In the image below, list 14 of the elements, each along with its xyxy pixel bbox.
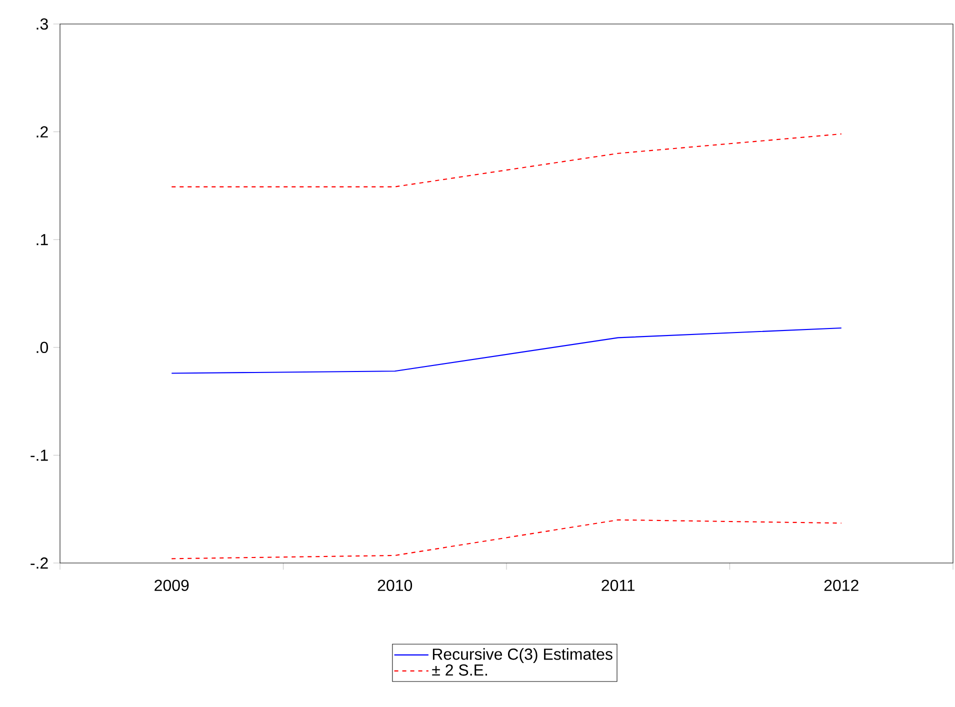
legend-label: ± 2 S.E. <box>432 664 487 676</box>
y-tick-label: -.2 <box>30 557 48 569</box>
y-tick-label: -.1 <box>30 450 48 461</box>
y-tick-label: .3 <box>36 18 48 30</box>
line-series <box>171 327 842 374</box>
y-tick-label: .0 <box>36 342 48 354</box>
line-series <box>171 519 842 560</box>
x-tick-label: 2010 <box>378 580 412 592</box>
x-tick-label: 2011 <box>602 580 635 592</box>
y-tick-label: .1 <box>36 234 48 246</box>
x-tick-label: 2012 <box>824 580 858 592</box>
y-tick-label: .2 <box>36 126 48 138</box>
x-tick-label: 2009 <box>154 580 189 592</box>
legend-label: Recursive C(3) Estimates <box>432 648 612 664</box>
